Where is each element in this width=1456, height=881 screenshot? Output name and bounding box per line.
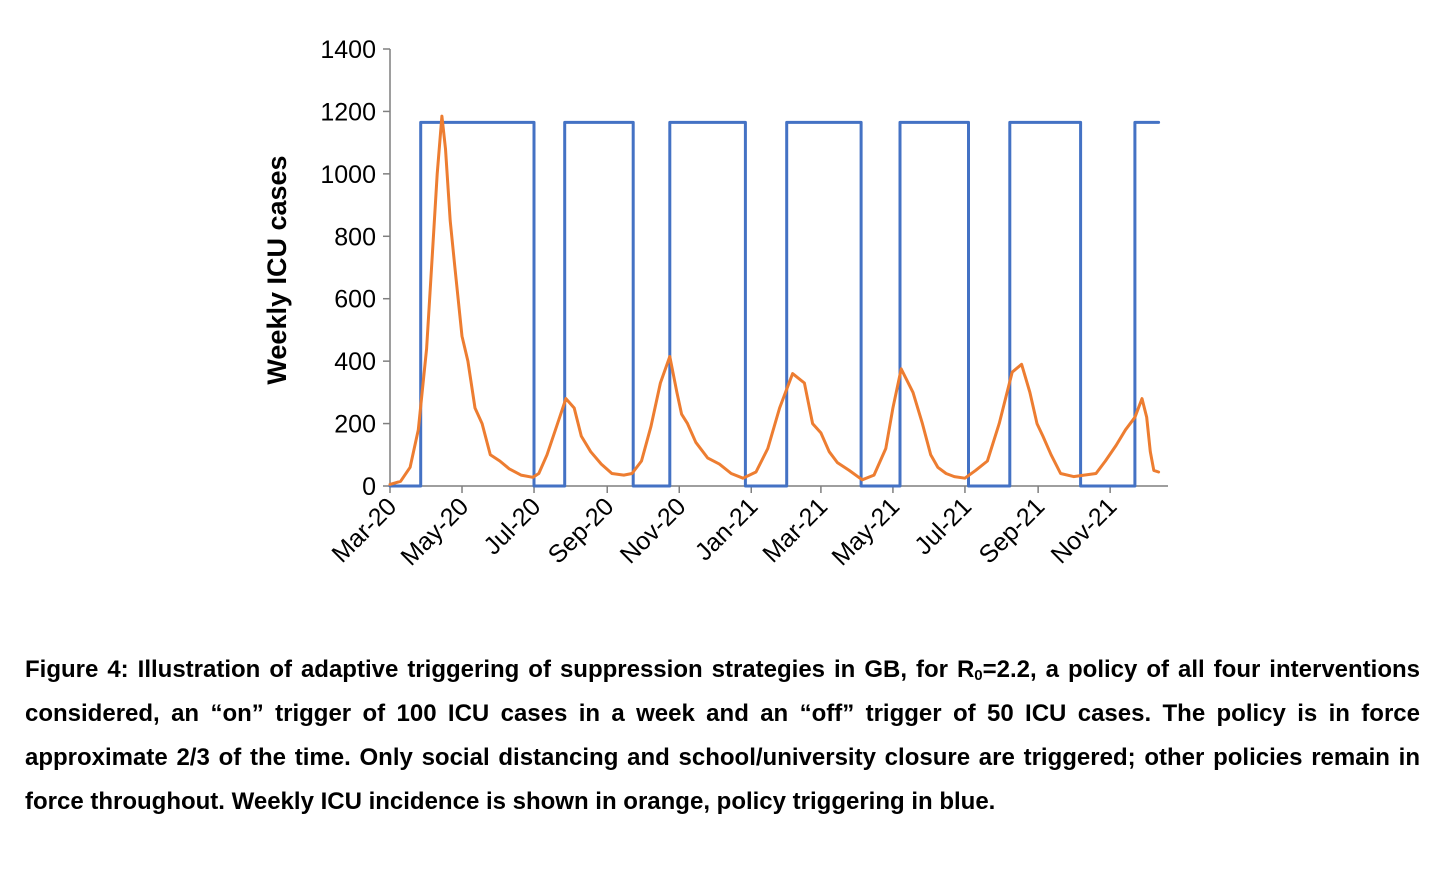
x-tick-label: Mar-21 bbox=[757, 492, 833, 568]
figure-caption: Figure 4: Illustration of adaptive trigg… bbox=[25, 648, 1420, 824]
x-tick-label: May-21 bbox=[826, 492, 905, 571]
series-layer bbox=[388, 114, 1161, 488]
y-tick-label: 1200 bbox=[320, 98, 376, 126]
y-tick-label: 1000 bbox=[320, 161, 376, 189]
caption-text-part1: Figure 4: Illustration of adaptive trigg… bbox=[25, 656, 975, 683]
y-axis: 0 200 400 600 800 1000 1200 1400 bbox=[320, 36, 391, 501]
y-tick-label: 800 bbox=[334, 223, 376, 251]
x-tick-label: Sep-20 bbox=[543, 492, 620, 569]
y-tick-label: 200 bbox=[334, 411, 376, 439]
y-axis-label: Weekly ICU cases bbox=[262, 155, 292, 384]
y-tick-label: 0 bbox=[362, 473, 376, 501]
y-tick-label: 400 bbox=[334, 348, 376, 376]
x-tick-label: Jul-20 bbox=[478, 492, 546, 560]
policy-trigger-line bbox=[388, 120, 1161, 488]
x-tick-label: Nov-21 bbox=[1046, 492, 1123, 569]
x-tick-label: Sep-21 bbox=[974, 492, 1051, 569]
y-tick-label: 600 bbox=[334, 286, 376, 314]
icu-incidence-line bbox=[388, 114, 1161, 486]
x-tick-label: Jul-21 bbox=[909, 492, 977, 560]
x-tick-label: Nov-20 bbox=[615, 492, 692, 569]
caption-text-part2: =2.2, a policy of all four interventions… bbox=[25, 656, 1420, 815]
x-tick-label: Mar-20 bbox=[326, 492, 402, 568]
x-tick-label: May-20 bbox=[396, 492, 475, 571]
x-tick-label: Jan-21 bbox=[690, 492, 764, 566]
caption-subscript: 0 bbox=[974, 667, 983, 684]
y-tick-label: 1400 bbox=[320, 36, 376, 64]
